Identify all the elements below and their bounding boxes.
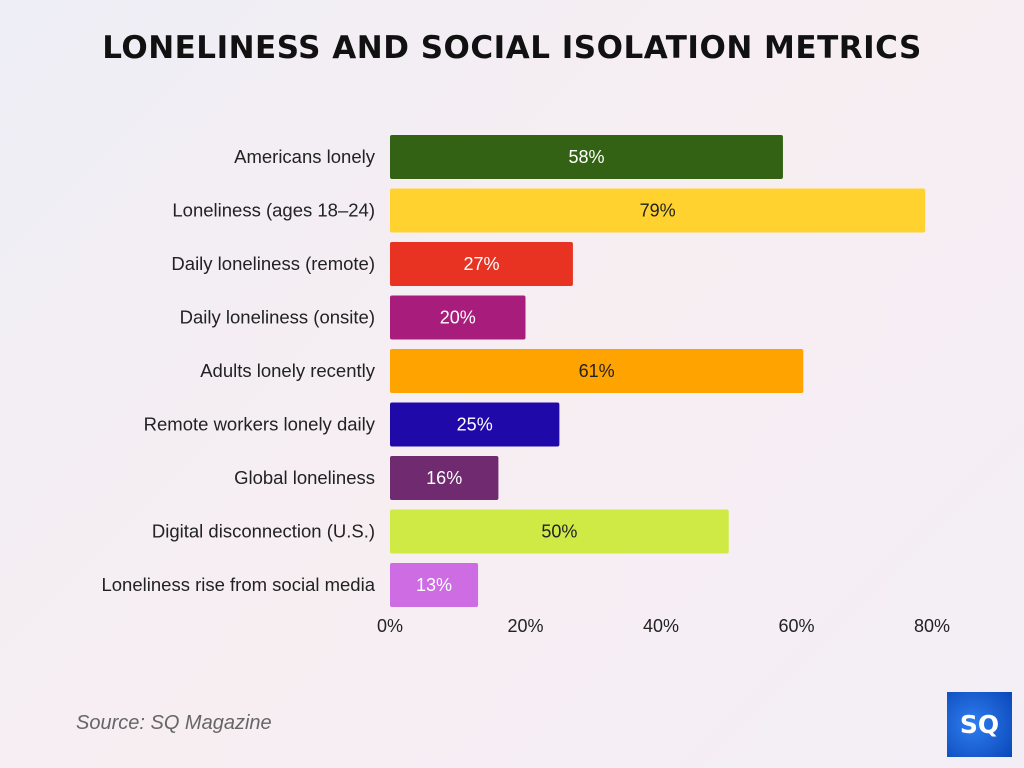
category-label: Daily loneliness (onsite) bbox=[180, 307, 375, 328]
category-label: Loneliness (ages 18–24) bbox=[172, 200, 375, 221]
x-tick-label: 80% bbox=[914, 616, 950, 636]
category-label: Americans lonely bbox=[234, 146, 376, 167]
bar-value-label: 50% bbox=[541, 522, 577, 542]
category-label: Remote workers lonely daily bbox=[144, 414, 376, 435]
category-label: Global loneliness bbox=[234, 467, 375, 488]
bar-value-label: 79% bbox=[640, 201, 676, 221]
bar bbox=[390, 402, 560, 447]
bar bbox=[390, 509, 729, 554]
bar bbox=[390, 242, 573, 286]
x-tick-label: 40% bbox=[643, 616, 679, 636]
bar bbox=[390, 188, 926, 233]
category-label: Digital disconnection (U.S.) bbox=[152, 521, 375, 542]
x-tick-label: 20% bbox=[507, 616, 543, 636]
x-tick-label: 0% bbox=[377, 616, 403, 636]
bar bbox=[390, 456, 499, 500]
bar bbox=[390, 563, 479, 607]
x-tick-label: 60% bbox=[778, 616, 814, 636]
bar-value-label: 20% bbox=[440, 308, 476, 328]
sq-logo: SQ bbox=[947, 692, 1012, 757]
bar-value-label: 61% bbox=[579, 361, 615, 381]
bar-value-label: 25% bbox=[457, 415, 493, 435]
source-note: Source: SQ Magazine bbox=[76, 712, 272, 734]
chart-title: LONELINESS AND SOCIAL ISOLATION METRICS bbox=[102, 30, 922, 66]
category-label: Daily loneliness (remote) bbox=[171, 253, 375, 274]
bar bbox=[390, 295, 526, 340]
category-label: Loneliness rise from social media bbox=[101, 574, 375, 595]
category-label: Adults lonely recently bbox=[200, 360, 376, 381]
bar-value-label: 27% bbox=[463, 254, 499, 274]
bar bbox=[390, 349, 804, 393]
bar-value-label: 13% bbox=[416, 575, 452, 595]
bar-value-label: 16% bbox=[426, 468, 462, 488]
bar-value-label: 58% bbox=[568, 147, 604, 167]
bar bbox=[390, 135, 783, 179]
